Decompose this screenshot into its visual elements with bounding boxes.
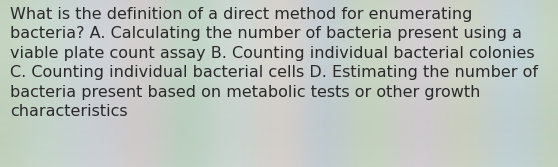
Text: What is the definition of a direct method for enumerating
bacteria? A. Calculati: What is the definition of a direct metho… — [10, 7, 538, 119]
